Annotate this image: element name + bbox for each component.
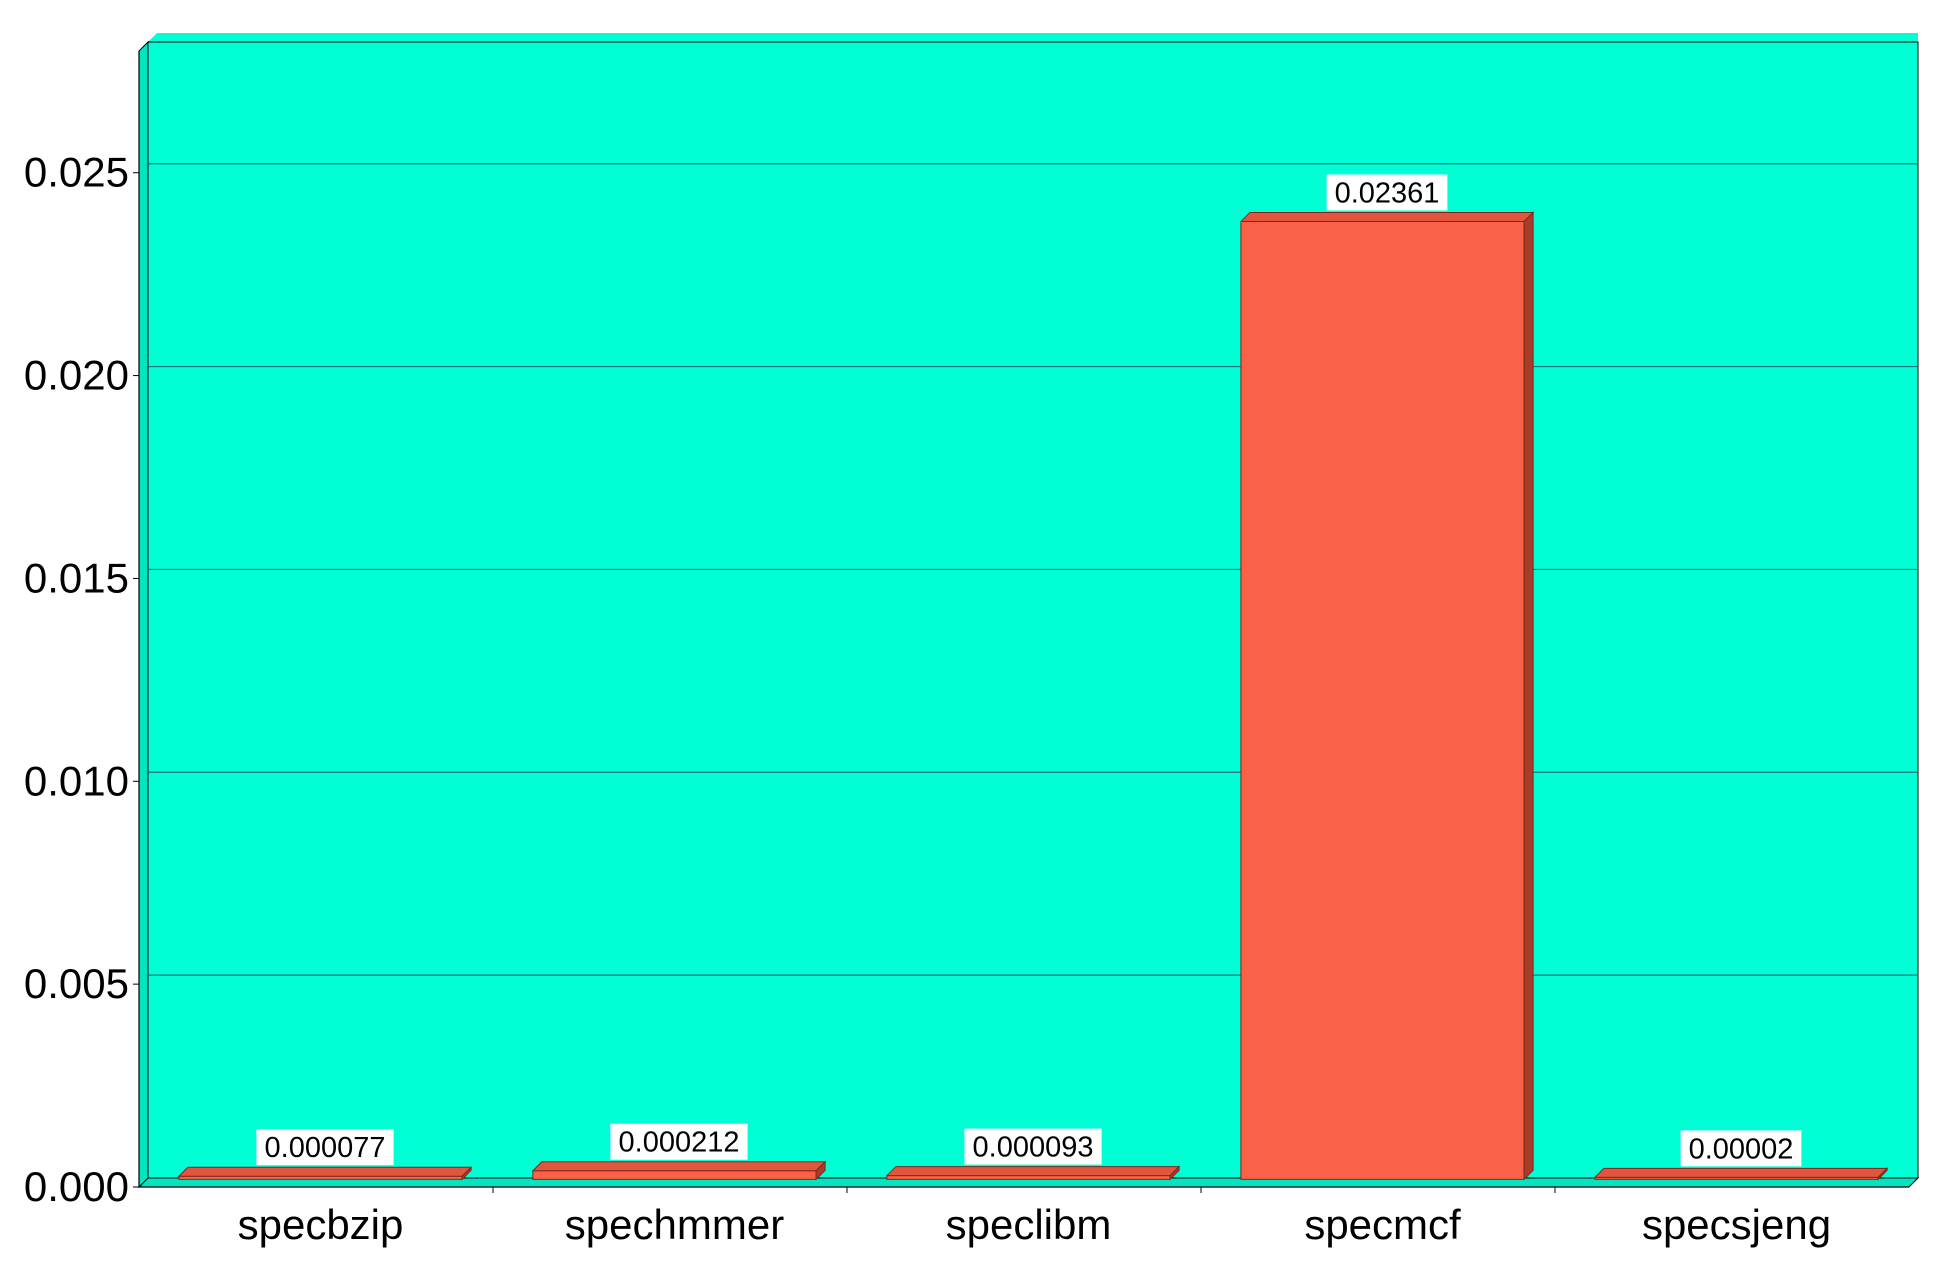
x-tick-label: specmcf (1304, 1201, 1461, 1248)
plot-area (137, 33, 1920, 1189)
bar-top (885, 1166, 1181, 1177)
x-tick-label: speclibm (946, 1201, 1112, 1248)
bar-face (1240, 220, 1525, 1180)
bar-side (1169, 1165, 1180, 1181)
plot-left-wall (138, 40, 149, 1189)
data-label-text: 0.02361 (1335, 177, 1440, 209)
y-axis-ticks: 0.000 0.005 0.010 0.015 0.020 0.025 (24, 149, 139, 1210)
bar-side (1523, 211, 1534, 1181)
bar-side (815, 1160, 826, 1181)
bar-top (1239, 211, 1535, 222)
bar-top (1593, 1167, 1889, 1178)
plot-top-wall (148, 33, 1918, 42)
data-label-box (1326, 174, 1448, 211)
bar-face (886, 1175, 1171, 1180)
bar-face (532, 1170, 817, 1180)
bar-side (1877, 1167, 1888, 1181)
y-tick-label: 0.025 (24, 149, 129, 196)
data-label-box (610, 1123, 748, 1160)
x-tick-label: specbzip (238, 1201, 404, 1248)
bar-side (461, 1166, 472, 1181)
axes (138, 51, 1909, 1193)
gridlines (148, 163, 1918, 976)
bar-specsjeng (1593, 1167, 1889, 1181)
y-tick-label: 0.015 (24, 554, 129, 601)
bar-specbzip (177, 1166, 473, 1181)
data-label-spechmmer: 0.000212 (610, 1123, 748, 1160)
data-labels: 0.000077 0.000212 0.000093 0.02361 0.00002 (256, 174, 1802, 1167)
x-tick-label: specsjeng (1642, 1201, 1831, 1248)
y-tick-label: 0.000 (24, 1163, 129, 1210)
data-label-box (256, 1129, 394, 1166)
bar-speclibm (885, 1165, 1181, 1181)
x-axis-labels: specbzip spechmmer speclibm specmcf specsjen… (238, 1201, 1831, 1248)
data-label-box (1680, 1130, 1802, 1167)
data-label-text: 0.000077 (265, 1132, 386, 1164)
bar-specmcf (1239, 211, 1535, 1181)
data-label-specbzip: 0.000077 (256, 1129, 394, 1166)
plot-background (148, 42, 1918, 1178)
y-tick-label: 0.020 (24, 352, 129, 399)
bar-top (531, 1161, 827, 1172)
y-tick-label: 0.010 (24, 757, 129, 804)
data-label-text: 0.00002 (1689, 1133, 1794, 1165)
x-tick-label: spechmmer (565, 1201, 784, 1248)
data-label-box (964, 1128, 1102, 1165)
data-label-specsjeng: 0.00002 (1680, 1130, 1802, 1167)
data-label-text: 0.000212 (619, 1127, 740, 1159)
bar-spechmmer (531, 1160, 827, 1181)
data-label-specmcf: 0.02361 (1326, 174, 1448, 211)
data-label-text: 0.000093 (973, 1132, 1094, 1164)
bars (177, 211, 1889, 1181)
data-label-speclibm: 0.000093 (964, 1128, 1102, 1165)
y-tick-label: 0.005 (24, 960, 129, 1007)
bar-top (177, 1166, 473, 1177)
